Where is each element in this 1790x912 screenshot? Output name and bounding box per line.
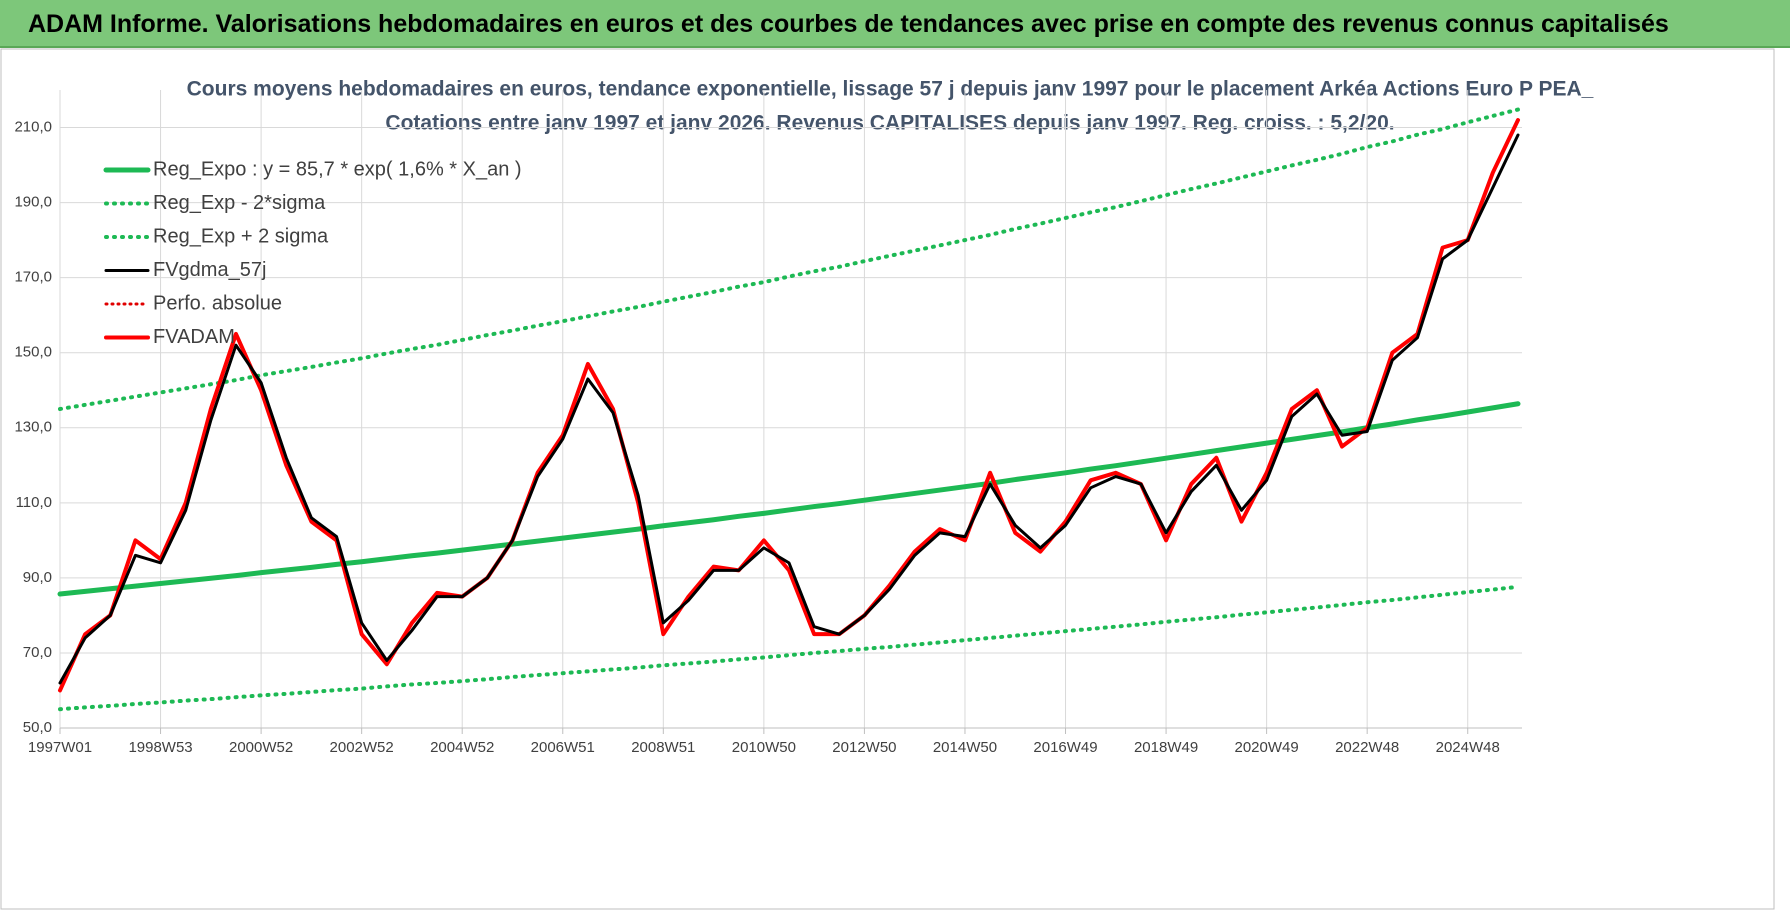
y-tick-label: 130,0: [14, 419, 52, 436]
x-tick-label: 2000W52: [229, 739, 293, 756]
y-tick-label: 150,0: [14, 344, 52, 361]
legend-label: Perfo. absolue: [153, 292, 282, 314]
chart-title: Cours moyens hebdomadaires en euros, ten…: [187, 78, 1594, 101]
y-tick-label: 210,0: [14, 118, 52, 135]
series-line: [57, 401, 1521, 597]
x-tick-label: 2020W49: [1235, 739, 1299, 756]
header-bar: ADAM Informe. Valorisations hebdomadaire…: [0, 0, 1790, 48]
y-tick-label: 50,0: [23, 719, 52, 736]
x-tick-label: 2022W48: [1335, 739, 1399, 756]
legend-label: FVADAM: [153, 326, 235, 348]
series-line: [58, 118, 1520, 693]
x-tick-label: 2024W48: [1436, 739, 1500, 756]
x-tick-label: 2002W52: [330, 739, 394, 756]
series-line: [58, 107, 1520, 411]
x-tick-label: 2006W51: [531, 739, 595, 756]
legend-label: Reg_Exp + 2 sigma: [153, 225, 329, 247]
y-tick-label: 190,0: [14, 194, 52, 211]
y-tick-label: 90,0: [23, 569, 52, 586]
legend-label: FVgdma_57j: [153, 259, 266, 281]
x-tick-label: 2014W50: [933, 739, 997, 756]
y-tick-label: 70,0: [23, 644, 52, 661]
x-tick-label: 2018W49: [1134, 739, 1198, 756]
chart-border: [0, 48, 1775, 910]
chart-subtitle: Cotations entre janv 1997 et janv 2026. …: [385, 112, 1394, 135]
legend-label: Reg_Exp - 2*sigma: [153, 192, 326, 214]
x-tick-label: 2012W50: [832, 739, 896, 756]
series-line: [58, 584, 1520, 712]
y-tick-label: 110,0: [16, 494, 52, 511]
legend-label: Reg_Expo : y = 85,7 * exp( 1,6% * X_an ): [153, 158, 522, 180]
x-tick-label: 2008W51: [631, 739, 695, 756]
series-line: [58, 133, 1520, 685]
x-tick-label: 1998W53: [128, 739, 192, 756]
y-tick-label: 170,0: [14, 269, 52, 286]
x-tick-label: 2010W50: [732, 739, 796, 756]
chart: Cours moyens hebdomadaires en euros, ten…: [0, 48, 1775, 910]
header-title: ADAM Informe. Valorisations hebdomadaire…: [28, 10, 1669, 38]
x-tick-label: 1997W01: [28, 739, 92, 756]
x-tick-label: 2016W49: [1033, 739, 1097, 756]
x-tick-label: 2004W52: [430, 739, 494, 756]
